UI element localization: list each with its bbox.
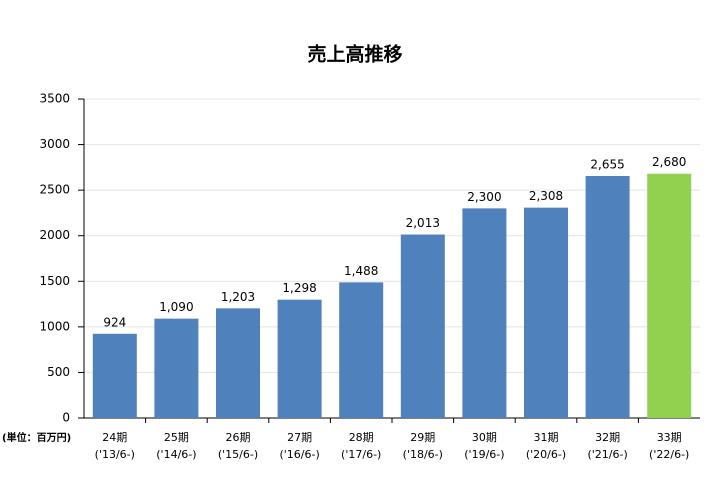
value-label: 1,298 [282, 281, 316, 295]
value-label: 2,300 [467, 190, 501, 204]
y-tick-label: 500 [47, 365, 70, 379]
x-tick-label: 30期 [472, 431, 497, 444]
bar [647, 173, 692, 418]
y-tick-label: 0 [62, 411, 70, 425]
x-tick-label: 29期 [410, 431, 435, 444]
x-tick-label: 26期 [226, 431, 251, 444]
x-tick-sublabel: ('19/6-) [464, 448, 504, 461]
x-tick-label: 31期 [534, 431, 559, 444]
bar [154, 318, 199, 418]
value-label: 2,013 [406, 216, 440, 230]
bar [400, 234, 445, 418]
x-tick-sublabel: ('16/6-) [279, 448, 319, 461]
value-label: 2,680 [652, 155, 686, 169]
bar [277, 299, 322, 418]
x-tick-sublabel: ('20/6-) [526, 448, 566, 461]
x-tick-sublabel: ('22/6-) [649, 448, 689, 461]
x-tick-label: 24期 [102, 431, 127, 444]
bar [216, 308, 260, 418]
bar [524, 207, 568, 418]
value-label: 2,308 [529, 189, 563, 203]
x-tick-sublabel: ('21/6-) [587, 448, 627, 461]
value-label: 1,488 [344, 264, 378, 278]
x-tick-sublabel: ('13/6-) [95, 448, 135, 461]
x-tick-sublabel: ('14/6-) [156, 448, 196, 461]
y-tick-label: 1000 [39, 319, 70, 333]
x-tick-label: 32期 [595, 431, 620, 444]
value-label: 2,655 [590, 158, 624, 172]
value-label: 1,090 [159, 300, 193, 314]
x-tick-label: 25期 [164, 431, 189, 444]
x-tick-label: 27期 [287, 431, 312, 444]
x-tick-sublabel: ('17/6-) [341, 448, 381, 461]
unit-label: (単位：百万円) [2, 431, 71, 444]
bar [339, 282, 384, 418]
y-tick-label: 3500 [39, 92, 70, 106]
value-label: 1,203 [221, 290, 255, 304]
y-tick-label: 2000 [39, 228, 70, 242]
x-tick-sublabel: ('18/6-) [403, 448, 443, 461]
value-label: 924 [103, 315, 126, 329]
y-tick-label: 3000 [39, 137, 70, 151]
bar [585, 176, 630, 418]
y-tick-label: 1500 [39, 274, 70, 288]
y-tick-label: 2500 [39, 183, 70, 197]
x-tick-label: 28期 [349, 431, 374, 444]
x-tick-sublabel: ('15/6-) [218, 448, 258, 461]
x-tick-label: 33期 [657, 431, 682, 444]
bar [462, 208, 507, 418]
bar [92, 333, 137, 418]
chart-title: 売上高推移 [307, 43, 402, 66]
